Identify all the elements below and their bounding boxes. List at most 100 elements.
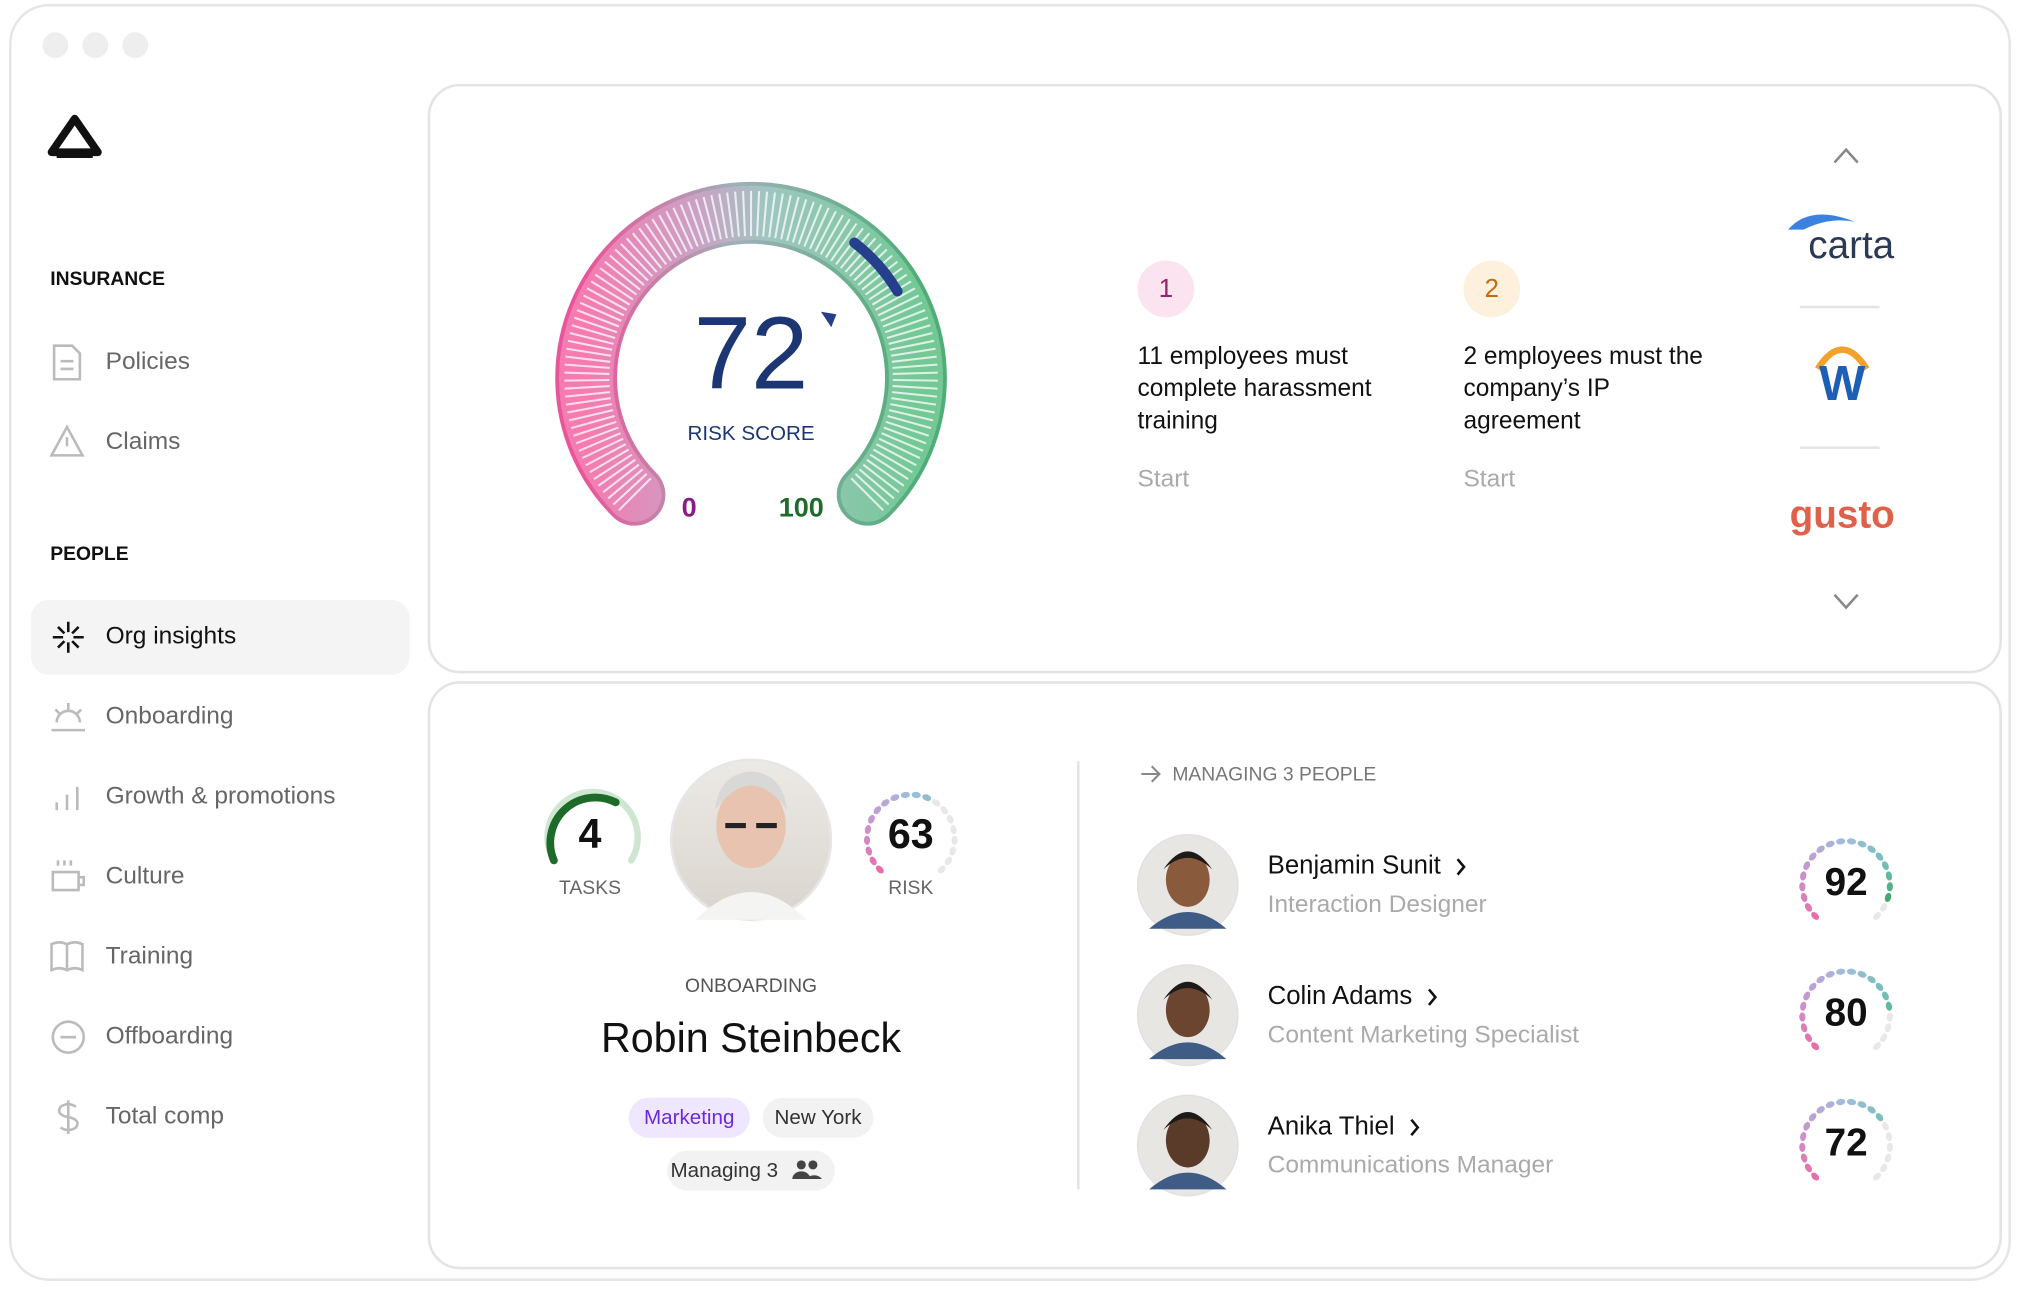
gauge-tick	[888, 332, 933, 345]
gauge-tick	[585, 443, 627, 467]
reports-list: Benjamin Sunit Interaction Designer 92 Coli…	[1136, 833, 1893, 1197]
gauge-tick	[891, 397, 937, 406]
gauge-tick	[791, 198, 808, 243]
gauge-dot	[1811, 912, 1820, 920]
reports-title: MANAGING 3 PEOPLE	[1172, 764, 1376, 785]
dot-gauge	[863, 791, 958, 874]
avatar-hair	[1163, 1111, 1213, 1131]
window-button[interactable]	[82, 32, 109, 59]
task-badge	[1137, 260, 1195, 318]
gauge-dot	[1881, 991, 1889, 1001]
gauge-tick	[892, 371, 938, 375]
gauge-tick	[620, 243, 654, 277]
gauge-dot	[1884, 1153, 1892, 1163]
nav-item[interactable]: Culture	[106, 863, 185, 890]
tag[interactable]	[667, 1150, 835, 1191]
tag[interactable]	[628, 1097, 750, 1138]
gauge-dot	[1846, 968, 1857, 975]
nav-item[interactable]: Total comp	[106, 1103, 224, 1130]
gauge-tick	[575, 426, 619, 445]
nav-item[interactable]: Training	[106, 943, 194, 970]
gauge-dot	[1799, 1142, 1806, 1152]
report-name[interactable]: Anika Thiel	[1268, 1112, 1395, 1140]
gauge-tick	[604, 260, 641, 291]
gauge-tick	[890, 403, 935, 414]
gauge-tick	[597, 458, 636, 487]
chevron	[1456, 858, 1466, 876]
gauge-dot	[1825, 840, 1835, 848]
nav-item[interactable]: Growth & promotions	[106, 783, 336, 810]
avatar-body	[1149, 912, 1227, 929]
gauge-tick	[566, 397, 611, 406]
gauge-dot	[1873, 1172, 1881, 1181]
task-action[interactable]: Start	[1463, 465, 1515, 492]
gauge-dot	[1884, 892, 1892, 902]
nav-item[interactable]: Org insights	[106, 623, 237, 650]
gauge-tick	[710, 194, 722, 240]
gauge-dot	[890, 794, 900, 801]
integration-logo[interactable]: W	[1819, 357, 1866, 411]
scroll-up[interactable]	[1833, 147, 1859, 164]
gauge-dot	[873, 806, 882, 815]
gauge-dot	[868, 814, 875, 824]
gauge-tick	[625, 237, 658, 273]
dot-gauge	[1799, 838, 1893, 920]
gauge-max: 100	[779, 492, 824, 523]
gauge-tick	[891, 355, 937, 363]
gauge-tick	[565, 355, 611, 363]
gauge-dot	[1808, 852, 1817, 861]
gauge-dot	[865, 846, 873, 856]
task-action[interactable]: Start	[1138, 465, 1190, 492]
gauge-tick	[819, 214, 844, 255]
people-icon	[792, 1160, 822, 1180]
gauge-tick	[581, 437, 624, 460]
integration-logo[interactable]: carta	[1808, 224, 1894, 267]
nav-icon	[50, 941, 84, 973]
gauge-tick	[892, 378, 938, 382]
gauge-tick	[573, 316, 618, 334]
dot-gauge	[1799, 1098, 1893, 1181]
chevron	[1427, 988, 1438, 1006]
gauge-tick	[786, 196, 800, 241]
gauge-tick	[866, 458, 905, 487]
nav-item[interactable]: Onboarding	[106, 703, 234, 730]
gauge-dot	[1857, 971, 1867, 978]
logo[interactable]	[47, 114, 102, 159]
gauge-tick	[593, 453, 633, 480]
window-button[interactable]	[122, 32, 149, 59]
gauge-tick	[567, 339, 613, 351]
tasks-count: 4	[579, 811, 602, 857]
gauge-dot	[944, 856, 952, 866]
task-badge	[1463, 260, 1521, 318]
nav-icon	[51, 703, 86, 732]
integration-list: carta W gusto	[1788, 147, 1895, 610]
gauge-tick	[586, 287, 628, 311]
report-name[interactable]: Colin Adams	[1268, 982, 1413, 1010]
report-name[interactable]: Benjamin Sunit	[1268, 852, 1441, 880]
gauge-tick	[882, 309, 926, 328]
nav-item[interactable]: Claims	[106, 428, 181, 455]
gauge-tick	[569, 332, 614, 345]
gauge-tick	[830, 222, 858, 262]
profile: 4 TASKS 63 RISK ONBOARDING Robin Steinbe…	[544, 758, 958, 1191]
integration-logo[interactable]: gusto	[1790, 493, 1895, 536]
gauge-dot	[1880, 1163, 1888, 1173]
task-text-box: 11 employees must complete harassment tr…	[1138, 343, 1372, 435]
nav-item[interactable]: Policies	[106, 348, 190, 375]
gauge-dot	[1803, 991, 1811, 1001]
tag[interactable]	[762, 1097, 874, 1138]
nav-item[interactable]: Offboarding	[106, 1023, 233, 1050]
gauge-dot	[1867, 975, 1876, 984]
tag-label: Marketing	[644, 1106, 734, 1129]
gauge-dot	[1800, 871, 1807, 881]
gauge-dot	[1885, 1131, 1893, 1142]
gauge-tick	[862, 463, 900, 494]
window-button[interactable]	[42, 32, 69, 59]
nav-icon	[51, 1020, 85, 1054]
gauge-dot	[1800, 892, 1808, 902]
gauge-dot	[1885, 1001, 1893, 1011]
gauge-tick	[868, 273, 908, 301]
scroll-down[interactable]	[1833, 593, 1859, 610]
gauge-tick	[568, 409, 614, 422]
